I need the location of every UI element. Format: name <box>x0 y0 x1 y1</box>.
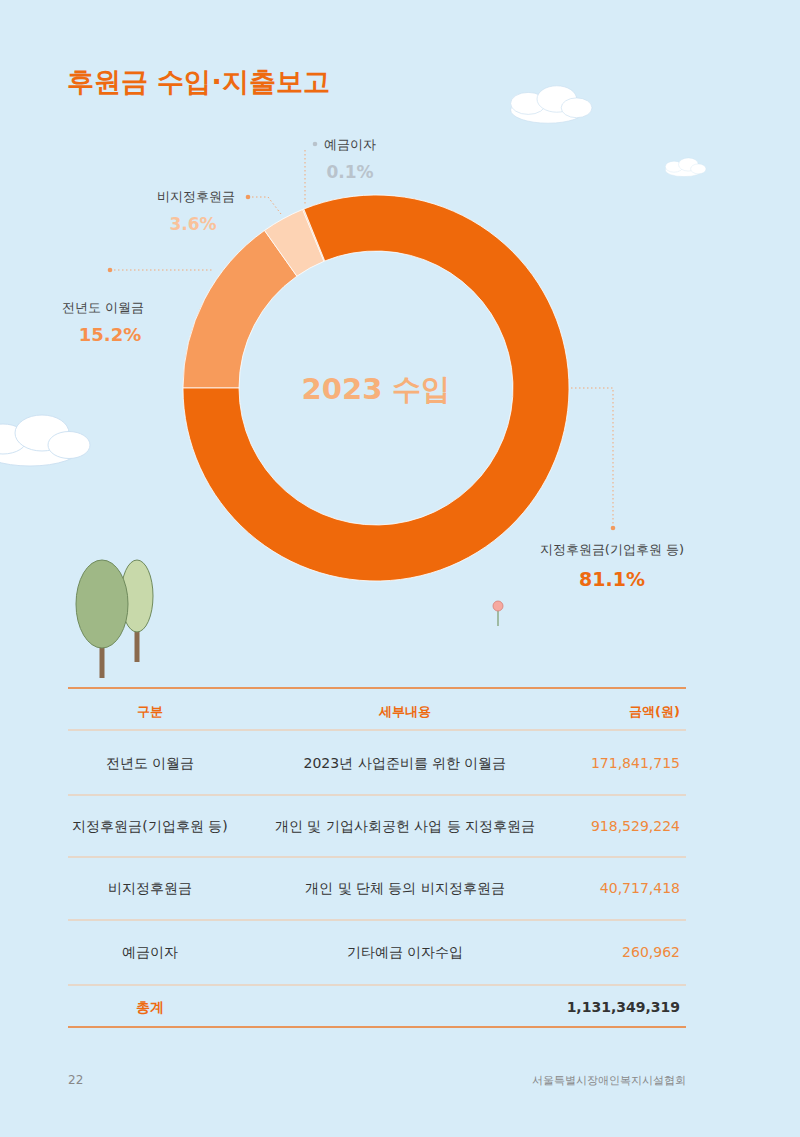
page: 후원금 수입·지출보고2023 수입전년도 이월금15.2%비지정후원금3.6%… <box>0 0 800 1137</box>
table-cell: 40,717,418 <box>600 880 680 896</box>
table-rule <box>68 1026 686 1028</box>
table-cell: 예금이자 <box>122 944 178 960</box>
donut-labels: 전년도 이월금 15.2% 비지정후원금 3.6% 예금이자 0.1% 지정후원금(기업후원… <box>62 137 684 590</box>
leader-dot <box>108 268 113 273</box>
chart-title: 2023 수입 <box>302 372 451 406</box>
tree-crown <box>76 560 128 648</box>
column-header: 세부내용 <box>378 704 431 719</box>
flower-stem <box>497 610 498 626</box>
tree <box>76 560 128 678</box>
table-cell: 2023년 사업준비를 위한 이월금 <box>304 755 507 771</box>
cloud <box>0 415 90 466</box>
cloud <box>511 86 592 123</box>
total-label: 총계 <box>136 999 164 1015</box>
data-label: 3.6% <box>169 214 216 234</box>
leader-line <box>110 270 214 271</box>
table-cell: 918,529,224 <box>591 818 680 834</box>
background <box>0 0 800 1137</box>
flower-head <box>493 601 503 611</box>
table-rule <box>68 985 686 986</box>
flower <box>493 601 503 626</box>
donut-slice <box>183 195 569 581</box>
data-label: 15.2% <box>79 324 141 345</box>
data-label: 81.1% <box>579 568 645 590</box>
table-rule <box>68 687 686 689</box>
donut-slice <box>183 230 297 388</box>
leader-dot <box>246 195 251 200</box>
leader-line <box>305 150 306 206</box>
table-rule <box>68 920 686 921</box>
table-cell: 비지정후원금 <box>108 880 192 896</box>
column-header: 금액(원) <box>629 704 680 719</box>
page-number: 22 <box>68 1073 83 1087</box>
category-label: 지정후원금(기업후원 등) <box>540 542 684 557</box>
table-cell: 260,962 <box>622 944 680 960</box>
table-cell: 개인 및 단체 등의 비지정후원금 <box>305 880 505 896</box>
cloud <box>665 158 706 177</box>
canvas-svg: 후원금 수입·지출보고2023 수입전년도 이월금15.2%비지정후원금3.6%… <box>0 0 800 1137</box>
table-rule <box>68 730 686 731</box>
leader-dot <box>611 526 616 531</box>
table-rule <box>68 857 686 858</box>
table-cell: 전년도 이월금 <box>106 755 194 771</box>
donut-chart: 2023 수입 <box>183 195 569 581</box>
table: 구분 세부내용 금액(원) 전년도 이월금 2023년 사업준비를 위한 이월금 171,… <box>68 688 686 1027</box>
leader-line <box>248 197 281 214</box>
leader-dot <box>313 142 318 147</box>
page-title: 후원금 수입·지출보고 <box>67 66 330 97</box>
category-label: 예금이자 <box>324 137 376 152</box>
organization: 서울특별시장애인복지시설협회 <box>532 1074 686 1087</box>
cloud-part <box>691 164 706 174</box>
total-amount: 1,131,349,319 <box>567 999 680 1015</box>
cloud-part <box>48 432 90 459</box>
cloud-part <box>561 98 592 118</box>
table-cell: 기타예금 이자수입 <box>347 944 463 960</box>
donut-slices <box>183 195 569 581</box>
table-rule <box>68 795 686 796</box>
column-header: 구분 <box>137 704 163 719</box>
table-cell: 171,841,715 <box>591 755 680 771</box>
data-label: 0.1% <box>326 162 373 182</box>
leader-line <box>571 388 613 528</box>
category-label: 전년도 이월금 <box>62 300 144 315</box>
category-label: 비지정후원금 <box>157 189 235 204</box>
table-cell: 지정후원금(기업후원 등) <box>72 818 227 834</box>
table-cell: 개인 및 기업사회공헌 사업 등 지정후원금 <box>275 818 535 834</box>
